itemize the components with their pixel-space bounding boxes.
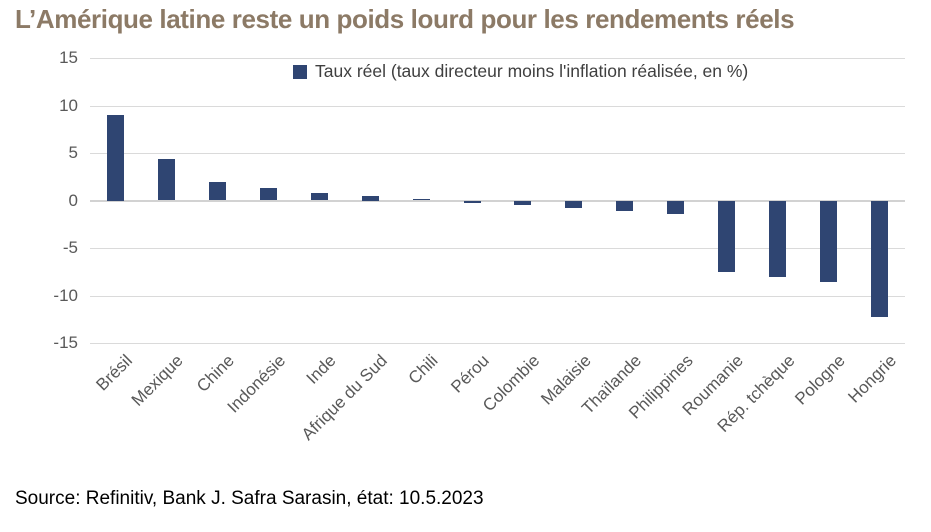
chart-title: L’Amérique latine reste un poids lourd p… [15, 4, 795, 34]
x-tick-label: Hongrie [844, 351, 900, 407]
bar [718, 200, 736, 272]
y-tick-label: -15 [53, 333, 78, 352]
y-tick-label: -5 [62, 238, 78, 257]
y-tick-label: 10 [59, 95, 78, 115]
y-tick-label: 15 [59, 48, 78, 67]
zero-gridline [90, 199, 905, 202]
bar [463, 200, 481, 204]
x-tick-label: Pérou [446, 351, 493, 397]
bar [769, 200, 787, 278]
x-tick-label: Chine [192, 351, 238, 396]
y-tick-label: 5 [68, 143, 78, 162]
bar [514, 200, 532, 206]
bar [616, 200, 634, 211]
legend-label: Taux réel (taux directeur moins l'inflat… [315, 61, 749, 81]
x-tick-label: Pologne [791, 351, 850, 409]
x-tick-label: Mexique [127, 351, 187, 410]
bar [157, 158, 175, 201]
gridline [90, 248, 905, 249]
bar [412, 198, 430, 201]
bar [208, 182, 226, 201]
bar [667, 200, 685, 214]
plot-area [90, 58, 905, 344]
y-tick-label: 0 [68, 190, 78, 210]
x-tick-label: Chili [404, 351, 442, 388]
bar [106, 115, 124, 201]
bar [820, 200, 838, 283]
bar [871, 200, 889, 318]
chart-legend: Taux réel (taux directeur moins l'inflat… [293, 61, 748, 82]
bar [361, 195, 379, 201]
bar [259, 188, 277, 201]
gridline [90, 105, 905, 107]
gridline [90, 58, 905, 59]
x-tick-label: Inde [302, 351, 340, 388]
legend-marker-icon [293, 64, 307, 79]
source-note: Source: Refinitiv, Bank J. Safra Sarasin… [15, 488, 484, 509]
gridline [90, 295, 905, 297]
bar [310, 192, 328, 201]
bar [565, 200, 583, 209]
y-tick-label: -10 [53, 285, 78, 305]
x-tick-label: Brésil [92, 351, 136, 395]
gridline [90, 343, 905, 344]
gridline [90, 153, 905, 154]
